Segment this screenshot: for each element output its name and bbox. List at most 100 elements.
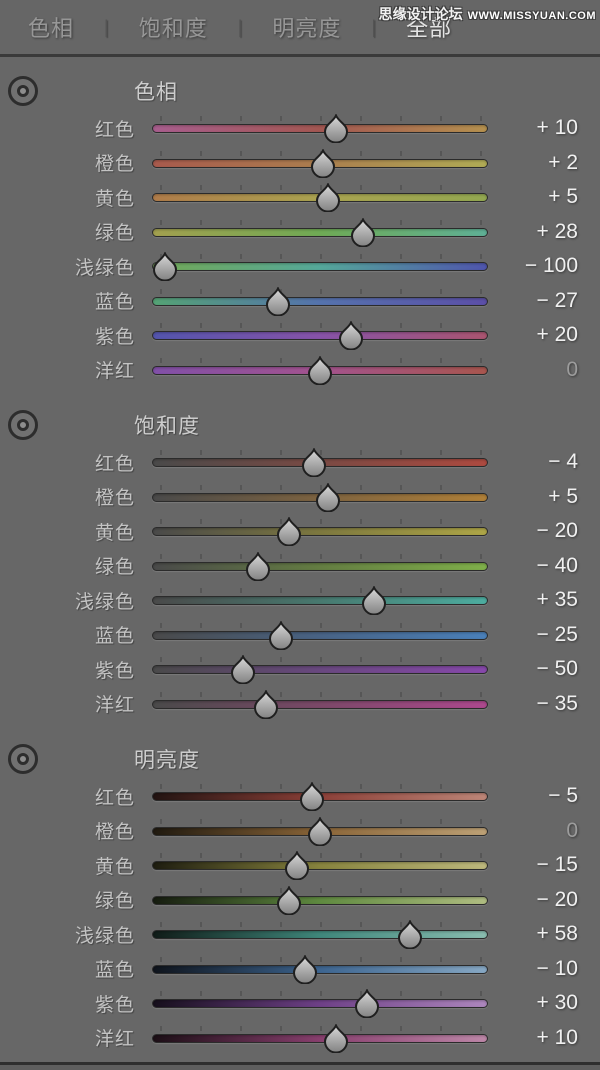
slider-gradient-bar[interactable]: [152, 930, 488, 939]
slider-value[interactable]: + 28: [536, 219, 578, 243]
tick-mark: [200, 622, 202, 628]
slider-value[interactable]: − 40: [536, 553, 578, 577]
slider-track[interactable]: [152, 318, 488, 353]
slider-value[interactable]: − 20: [536, 887, 578, 911]
slider-gradient-bar[interactable]: [152, 964, 488, 974]
slider-gradient-bar[interactable]: [152, 895, 488, 905]
slider-track[interactable]: [152, 986, 488, 1021]
slider-value[interactable]: + 5: [548, 484, 578, 508]
slider-gradient-bar[interactable]: [152, 561, 488, 571]
slider-track[interactable]: [152, 284, 488, 319]
slider-value[interactable]: − 20: [536, 519, 578, 543]
targeted-adjustment-icon[interactable]: [8, 410, 38, 440]
slider-thumb[interactable]: [276, 517, 302, 546]
slider-value[interactable]: − 50: [536, 657, 578, 681]
slider-thumb[interactable]: [315, 482, 341, 512]
slider-thumb[interactable]: [268, 620, 294, 650]
slider-value[interactable]: + 20: [536, 323, 578, 347]
slider-thumb[interactable]: [253, 689, 279, 719]
tick-mark: [160, 1025, 162, 1031]
header-tab-3[interactable]: 全部: [406, 16, 453, 41]
slider-track[interactable]: [152, 445, 488, 480]
slider-track[interactable]: [152, 146, 488, 181]
slider-track[interactable]: [152, 180, 488, 215]
slider-thumb[interactable]: [276, 885, 302, 915]
slider-track[interactable]: [152, 249, 488, 284]
slider-gradient-bar[interactable]: [152, 665, 488, 674]
slider-thumb[interactable]: [284, 851, 310, 880]
slider-gradient-bar[interactable]: [152, 124, 488, 133]
slider-thumb[interactable]: [361, 586, 387, 615]
slider-value[interactable]: + 30: [536, 991, 578, 1015]
slider-track[interactable]: [152, 618, 488, 653]
slider-track[interactable]: [152, 687, 488, 722]
slider-thumb[interactable]: [350, 217, 376, 247]
slider-thumb[interactable]: [292, 954, 318, 984]
slider-gradient-bar[interactable]: [152, 596, 488, 605]
slider-gradient-bar[interactable]: [152, 227, 488, 237]
slider-track[interactable]: [152, 514, 488, 549]
slider-thumb[interactable]: [323, 1023, 349, 1053]
slider-thumb[interactable]: [230, 655, 256, 684]
slider-track[interactable]: [152, 111, 488, 146]
slider-thumb[interactable]: [397, 920, 423, 949]
slider-thumb[interactable]: [310, 148, 336, 178]
slider-gradient-bar[interactable]: [152, 999, 488, 1008]
slider-track[interactable]: [152, 848, 488, 883]
slider-value[interactable]: − 4: [548, 450, 578, 474]
slider-track[interactable]: [152, 1021, 488, 1056]
slider-value[interactable]: − 100: [524, 254, 578, 278]
slider-track[interactable]: [152, 480, 488, 515]
tick-mark: [200, 588, 202, 593]
slider-track[interactable]: [152, 215, 488, 250]
slider-value[interactable]: 0: [566, 818, 578, 842]
slider-value[interactable]: − 10: [536, 956, 578, 980]
slider-value[interactable]: + 5: [548, 185, 578, 209]
slider-gradient-bar[interactable]: [152, 1033, 488, 1043]
slider-thumb[interactable]: [315, 183, 341, 212]
slider-track[interactable]: [152, 917, 488, 952]
header-tab-2[interactable]: 明亮度: [272, 16, 342, 41]
header-tab-1[interactable]: 饱和度: [138, 16, 208, 41]
slider-track[interactable]: [152, 814, 488, 849]
slider-value[interactable]: − 15: [536, 853, 578, 877]
tick-mark: [360, 150, 362, 156]
slider-value[interactable]: + 2: [548, 150, 578, 174]
slider-thumb[interactable]: [299, 782, 325, 811]
slider-value[interactable]: + 10: [536, 116, 578, 140]
header-tab-0[interactable]: 色相: [28, 16, 75, 41]
slider-track[interactable]: [152, 952, 488, 987]
slider-track[interactable]: [152, 883, 488, 918]
slider-gradient-bar[interactable]: [152, 296, 488, 306]
slider-value[interactable]: 0: [566, 357, 578, 381]
slider-thumb[interactable]: [307, 355, 333, 385]
slider-value[interactable]: − 27: [536, 288, 578, 312]
slider-thumb[interactable]: [323, 114, 349, 143]
slider-thumb[interactable]: [152, 252, 178, 281]
slider-gradient-bar[interactable]: [152, 699, 488, 709]
slider-gradient-bar[interactable]: [152, 331, 488, 340]
slider-thumb[interactable]: [265, 286, 291, 316]
slider-value[interactable]: + 35: [536, 588, 578, 612]
slider-gradient-bar[interactable]: [152, 630, 488, 640]
targeted-adjustment-icon[interactable]: [8, 76, 38, 106]
slider-thumb[interactable]: [338, 321, 364, 350]
slider-gradient-bar[interactable]: [152, 262, 488, 271]
slider-value[interactable]: − 5: [548, 784, 578, 808]
slider-thumb[interactable]: [354, 989, 380, 1018]
targeted-adjustment-icon[interactable]: [8, 744, 38, 774]
slider-value[interactable]: − 35: [536, 691, 578, 715]
slider-thumb[interactable]: [307, 816, 333, 846]
slider-track[interactable]: [152, 779, 488, 814]
slider-track[interactable]: [152, 549, 488, 584]
slider-gradient-bar[interactable]: [152, 527, 488, 536]
slider-thumb[interactable]: [245, 551, 271, 581]
slider-value[interactable]: + 58: [536, 922, 578, 946]
slider-thumb[interactable]: [301, 448, 327, 477]
slider-track[interactable]: [152, 353, 488, 388]
slider-track[interactable]: [152, 652, 488, 687]
slider-gradient-bar[interactable]: [152, 861, 488, 870]
slider-track[interactable]: [152, 583, 488, 618]
slider-value[interactable]: + 10: [536, 1025, 578, 1049]
slider-value[interactable]: − 25: [536, 622, 578, 646]
